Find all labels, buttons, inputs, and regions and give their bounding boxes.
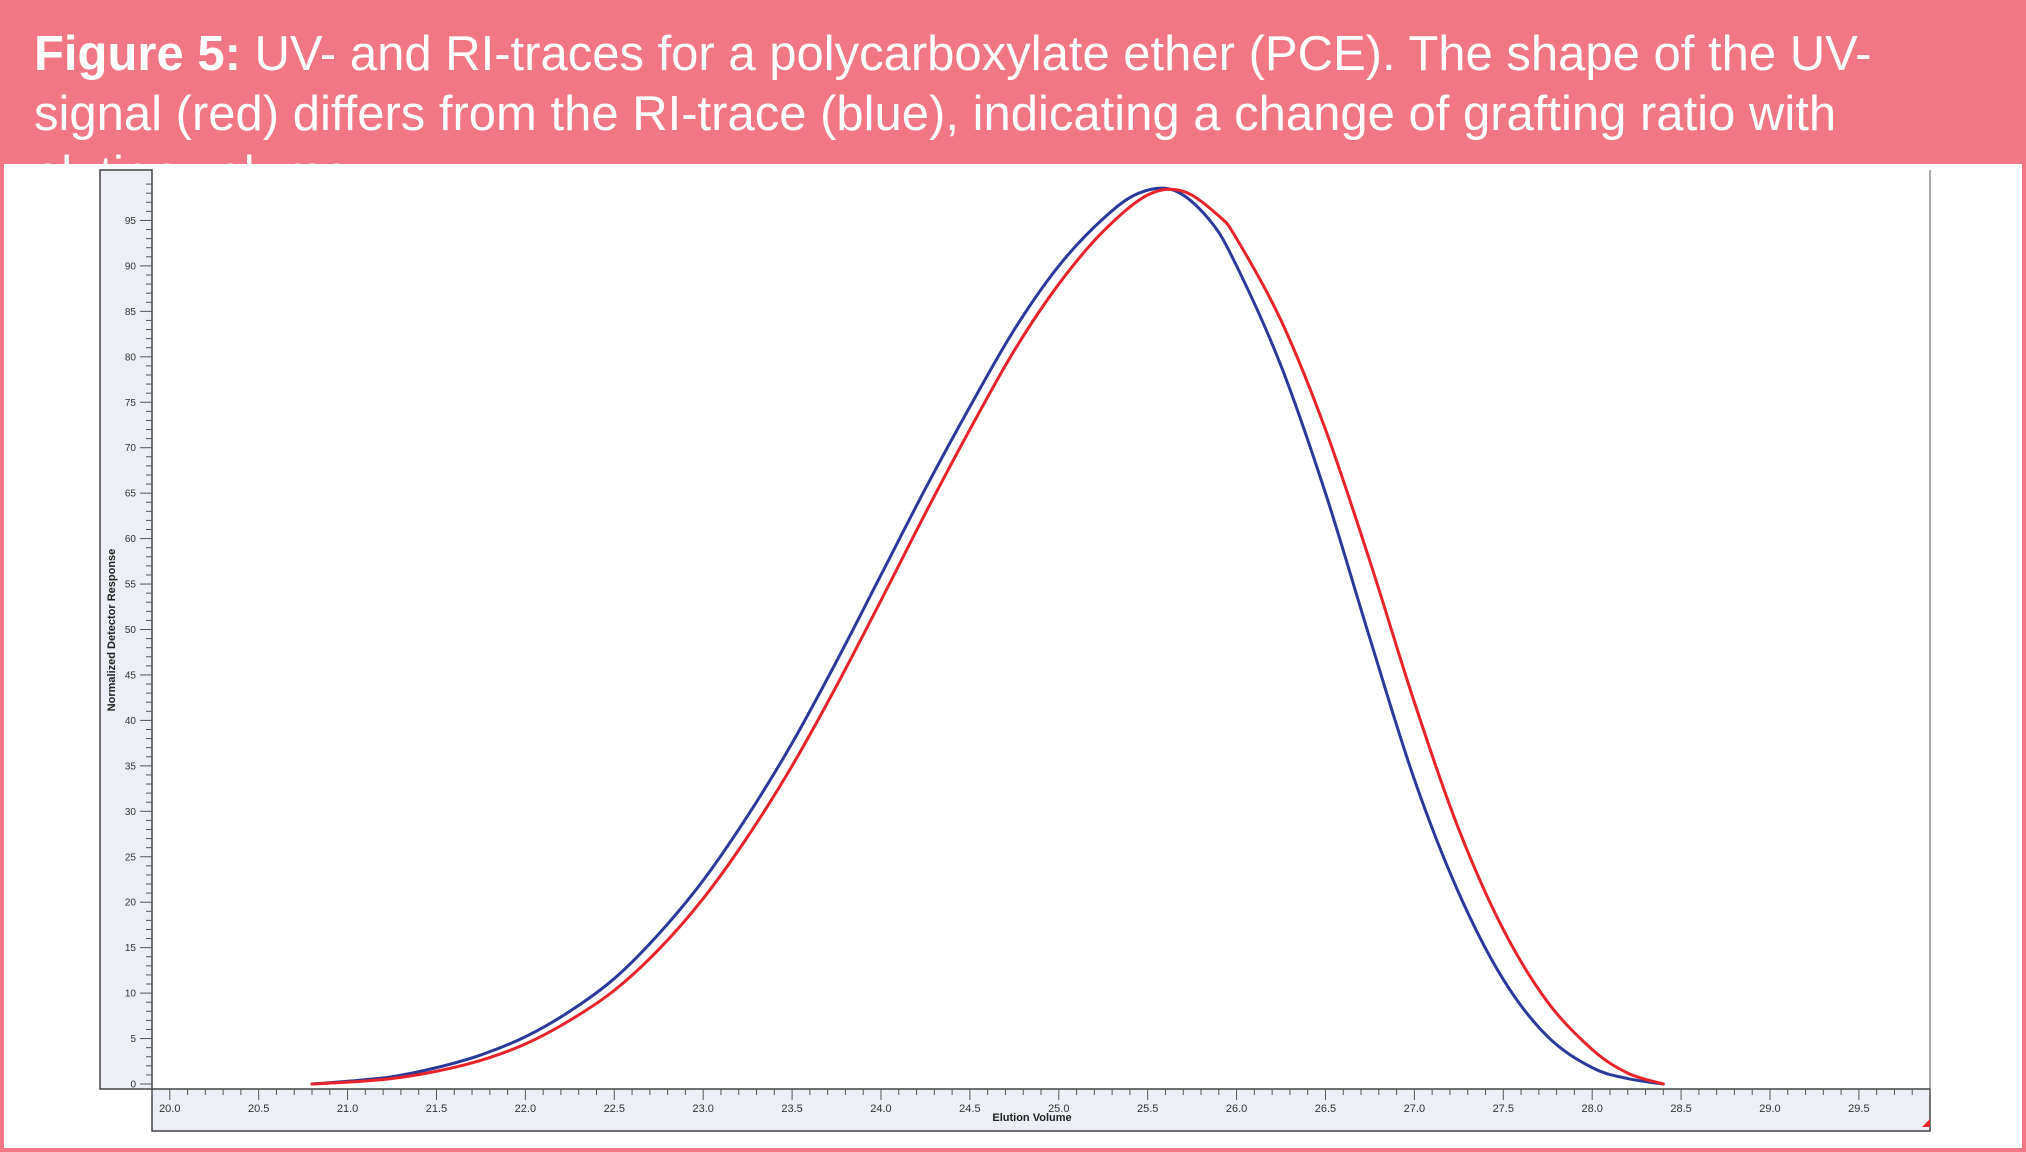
y-tick-label: 75 — [125, 398, 137, 409]
x-tick-label: 27.0 — [1404, 1103, 1425, 1115]
x-tick-label: 29.5 — [1848, 1103, 1869, 1115]
y-axis-title: Normalized Detector Response — [106, 549, 118, 712]
x-tick-label: 28.5 — [1670, 1103, 1691, 1115]
y-tick-label: 25 — [125, 852, 137, 863]
y-tick-label: 35 — [125, 761, 137, 772]
figure-label: Figure 5: — [34, 27, 241, 81]
corner-marker-icon — [1922, 1119, 1930, 1127]
x-axis-ticks — [151, 1089, 1931, 1100]
y-tick-label: 80 — [125, 352, 137, 363]
caption-text: UV- and RI-traces for a polycarboxylate … — [34, 27, 1872, 201]
y-tick-label: 65 — [125, 489, 137, 500]
y-tick-label: 90 — [125, 261, 137, 272]
x-tick-label: 22.5 — [604, 1103, 625, 1115]
y-tick-label: 95 — [125, 216, 137, 227]
y-tick-label: 30 — [125, 807, 137, 818]
plot-area — [100, 170, 1930, 1089]
x-tick-label: 27.5 — [1493, 1103, 1514, 1115]
y-tick-label: 40 — [125, 716, 137, 727]
y-tick-label: 5 — [130, 1034, 136, 1045]
x-axis-tick-labels: 20.0 20.5 21.0 21.5 22.0 22.5 23.0 23.5 24.0 24.5… — [159, 1103, 1870, 1115]
x-tick-label: 26.0 — [1226, 1103, 1247, 1115]
x-tick-label: 24.5 — [959, 1103, 980, 1115]
y-tick-label: 70 — [125, 443, 137, 454]
x-axis-panel — [151, 1088, 1931, 1132]
y-tick-label: 45 — [125, 670, 137, 681]
x-tick-label: 29.0 — [1759, 1103, 1780, 1115]
x-tick-label: 20.5 — [248, 1103, 269, 1115]
x-tick-label: 21.5 — [426, 1103, 447, 1115]
y-tick-label: 55 — [125, 580, 137, 591]
x-tick-label: 20.0 — [159, 1103, 180, 1115]
x-tick-label: 23.0 — [692, 1103, 713, 1115]
x-tick-label: 23.5 — [781, 1103, 802, 1115]
series-group — [310, 186, 1665, 1086]
y-tick-label: 15 — [125, 943, 137, 954]
y-tick-label: 20 — [125, 898, 137, 909]
y-tick-label: 10 — [125, 989, 137, 1000]
y-axis-tick-labels: 0 5 10 15 20 25 30 35 40 45 50 55 60 65 70 75 80 85 90 95 — [125, 216, 137, 1091]
y-tick-label: 60 — [125, 534, 137, 545]
x-tick-label: 25.5 — [1137, 1103, 1158, 1115]
y-tick-label: 85 — [125, 307, 137, 318]
x-tick-label: 24.0 — [870, 1103, 891, 1115]
figure-caption: Figure 5: UV- and RI-traces for a polyca… — [0, 0, 2026, 201]
x-tick-label: 22.0 — [515, 1103, 536, 1115]
x-tick-label: 28.0 — [1581, 1103, 1602, 1115]
x-tick-label: 26.5 — [1315, 1103, 1336, 1115]
ri-trace-line — [310, 186, 1665, 1086]
y-tick-label: 50 — [125, 625, 137, 636]
y-tick-label: 0 — [130, 1080, 136, 1091]
x-axis-title: Elution Volume — [992, 1112, 1071, 1124]
y-axis-ticks — [140, 183, 152, 1085]
uv-trace-line — [310, 187, 1665, 1086]
x-tick-label: 25.0 — [1048, 1103, 1069, 1115]
x-tick-label: 21.0 — [337, 1103, 358, 1115]
